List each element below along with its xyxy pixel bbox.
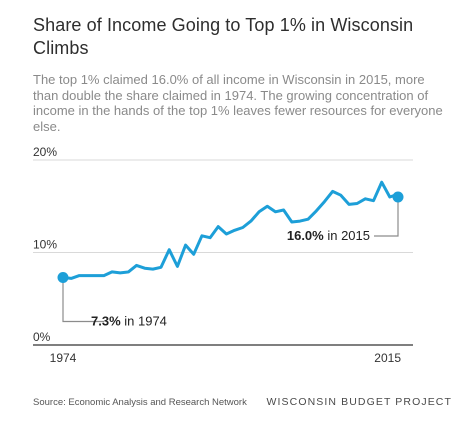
- y-tick-label: 20%: [33, 145, 57, 159]
- x-tick-label: 2015: [374, 351, 401, 365]
- data-point-start: [57, 271, 69, 283]
- data-point-end: [392, 191, 404, 203]
- annotation-label: 16.0% in 2015: [287, 228, 370, 243]
- chart-title: Share of Income Going to Top 1% in Wisco…: [33, 15, 414, 58]
- chart-subtitle: The top 1% claimed 16.0% of all income i…: [33, 72, 443, 134]
- series-line: [61, 180, 400, 280]
- y-tick-label: 10%: [33, 238, 57, 252]
- source-note: Source: Economic Analysis and Research N…: [33, 397, 247, 408]
- y-tick-label: 0%: [33, 330, 51, 344]
- annotation-leader: [62, 277, 104, 323]
- annotation-label: 7.3% in 1974: [91, 313, 167, 328]
- annotation-leader: [374, 197, 399, 237]
- x-tick-label: 1974: [50, 351, 77, 365]
- brand-wordmark: WISCONSIN BUDGET PROJECT: [266, 396, 452, 408]
